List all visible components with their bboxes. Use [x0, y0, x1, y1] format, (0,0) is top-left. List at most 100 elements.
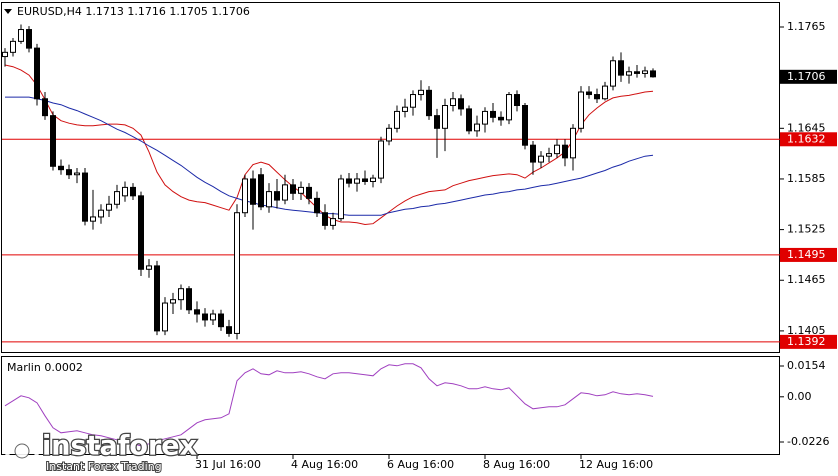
candle-body	[66, 169, 72, 176]
candle-body	[490, 110, 496, 118]
candle-body	[186, 288, 192, 311]
candle-body	[418, 89, 424, 96]
candle-body	[578, 91, 584, 129]
candle-body	[330, 218, 336, 226]
candle-body	[410, 94, 416, 108]
level-label-box	[780, 334, 837, 349]
x-tick-label: 6 Aug 16:00	[387, 458, 454, 471]
candle-body	[98, 209, 104, 218]
menu-arrow	[4, 9, 12, 14]
indicator-y-tick-label: 0.00	[787, 390, 812, 403]
y-tick-label: 1.1585	[787, 172, 826, 185]
candle-body	[482, 110, 488, 125]
candle-body	[434, 115, 440, 129]
candle-body	[138, 195, 144, 270]
candle-body	[242, 178, 248, 214]
indicator-name: Marlin	[7, 361, 41, 374]
candle-body	[82, 172, 88, 222]
candle-body	[562, 144, 568, 159]
logo-name: instaforex	[42, 431, 197, 462]
level-label: 1.1632	[787, 132, 826, 145]
moving-average	[4, 64, 654, 226]
candle-body	[202, 313, 208, 321]
candle-body	[306, 186, 312, 199]
candle-body	[74, 172, 80, 176]
candle-body	[250, 178, 256, 205]
candle-body	[210, 313, 216, 321]
candle-body	[282, 184, 288, 201]
candle-body	[570, 127, 576, 159]
indicator-line	[4, 363, 654, 447]
x-tick-label: 12 Aug 16:00	[579, 458, 653, 471]
y-tick-label: 1.1405	[787, 324, 826, 337]
candle-body	[426, 89, 432, 117]
candle-body	[162, 302, 168, 332]
candle-body	[18, 29, 24, 42]
candle-body	[170, 299, 176, 304]
candle-body	[178, 288, 184, 301]
candle-body	[34, 47, 40, 100]
x-tick-label: 4 Aug 16:00	[291, 458, 358, 471]
logo-icon	[5, 434, 39, 468]
candle-body	[122, 186, 128, 197]
indicator-value: 0.0002	[44, 361, 83, 374]
candle-body	[402, 106, 408, 112]
candle-body	[338, 178, 344, 220]
price-label-box	[780, 69, 837, 84]
candle-body	[546, 153, 552, 157]
candle-body	[314, 197, 320, 214]
indicator-label: Marlin 0.0002	[7, 361, 83, 374]
indicator-y-tick-label: 0.0154	[787, 359, 826, 372]
candle-body	[634, 71, 640, 74]
candle-body	[650, 70, 656, 78]
x-tick-label: 31 Jul 16:00	[195, 458, 261, 471]
moving-average	[5, 96, 654, 216]
y-tick-label: 1.1465	[787, 273, 826, 286]
candle-body	[522, 105, 528, 146]
candle-body	[386, 127, 392, 142]
candle-body	[42, 98, 48, 117]
indicator-y-tick-label: -0.0226	[787, 435, 829, 448]
y-tick-label: 1.1765	[787, 20, 826, 33]
candle-body	[618, 60, 624, 76]
candle-body	[58, 165, 64, 171]
candle-body	[538, 155, 544, 163]
candle-body	[146, 265, 152, 270]
y-tick-label: 1.1525	[787, 223, 826, 236]
candle-body	[362, 178, 368, 182]
candle-body	[106, 203, 112, 211]
candle-body	[594, 94, 600, 100]
candle-body	[114, 191, 120, 205]
candle-body	[514, 94, 520, 107]
candle-body	[498, 116, 504, 121]
candle-body	[450, 98, 456, 107]
level-label: 1.1495	[787, 248, 826, 261]
candle-body	[194, 309, 200, 315]
main-pane	[1, 2, 780, 353]
candle-body	[266, 191, 272, 208]
candle-body	[258, 174, 264, 208]
logo-icon-core	[14, 443, 30, 459]
candle-body	[610, 60, 616, 87]
candle-body	[370, 177, 376, 182]
candle-body	[642, 70, 648, 74]
candle-body	[50, 115, 56, 167]
candle-body	[26, 29, 32, 49]
level-label: 1.1392	[787, 335, 826, 348]
candle-body	[154, 265, 160, 332]
candle-body	[274, 191, 280, 201]
price-label: 1.1706	[787, 70, 826, 83]
candle-body	[322, 212, 328, 226]
candle-body	[602, 85, 608, 100]
candle-body	[378, 140, 384, 179]
candle-body	[530, 144, 536, 163]
candle-body	[2, 51, 8, 58]
level-label-box	[780, 132, 837, 147]
logo-tagline: Instant Forex Trading	[46, 460, 162, 473]
candle-body	[290, 184, 296, 194]
x-tick-label: 8 Aug 16:00	[483, 458, 550, 471]
candle-body	[234, 212, 240, 334]
